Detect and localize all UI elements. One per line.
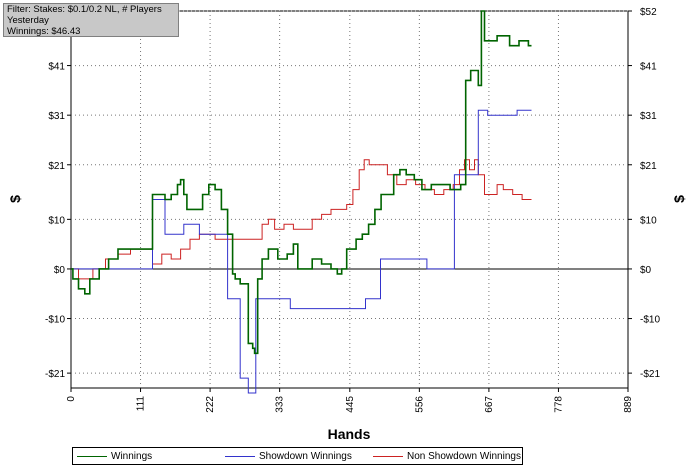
- y-tick-label-left: -$21: [45, 369, 65, 380]
- legend: Winnings Showdown Winnings Non Showdown …: [72, 447, 523, 465]
- x-tick-label: 667: [484, 396, 495, 413]
- y-tick-label-right: $41: [640, 62, 657, 73]
- y-tick-label-right: $10: [640, 215, 657, 226]
- series-line-winnings: [71, 10, 532, 355]
- filter-winnings-total: Winnings: $46.43: [7, 26, 81, 37]
- y-tick-label-right: $21: [640, 161, 657, 172]
- legend-label-non-showdown: Non Showdown Winnings: [407, 451, 521, 462]
- x-tick-label: 889: [623, 396, 634, 413]
- y-tick-label-left: $10: [48, 215, 65, 226]
- y-axis-title-right: $: [671, 195, 687, 203]
- legend-item-winnings: Winnings: [77, 449, 152, 464]
- x-tick-label: 778: [553, 396, 564, 413]
- series-line-showdown-winnings: [71, 109, 532, 394]
- y-tick-label-right: $31: [640, 111, 657, 122]
- x-tick-label: 111: [136, 396, 147, 412]
- x-tick-label: 333: [275, 396, 286, 413]
- legend-swatch-showdown: [225, 456, 255, 457]
- y-tick-label-left: $41: [48, 62, 65, 73]
- ticks: 0 111 222 333 445 556 667 778 889 -$21 -$21 -$10 -$1…: [45, 7, 660, 413]
- series-layer: [71, 10, 532, 394]
- legend-label-winnings: Winnings: [111, 451, 153, 462]
- filter-info-box: Filter: Stakes: $0.1/0.2 NL, # Players Y…: [3, 3, 179, 37]
- y-axis-title-left: $: [7, 195, 23, 203]
- legend-swatch-non-showdown: [373, 456, 403, 457]
- legend-item-non-showdown: Non Showdown Winnings: [373, 449, 521, 464]
- grid: [71, 10, 628, 388]
- x-axis-title: Hands: [328, 426, 371, 442]
- y-tick-label-left: -$10: [45, 315, 65, 326]
- y-tick-label-left: $21: [48, 161, 65, 172]
- filter-period: Yesterday: [7, 15, 49, 26]
- y-tick-label-left: $31: [48, 111, 65, 122]
- x-tick-label: 445: [345, 396, 356, 413]
- x-tick-label: 222: [205, 396, 216, 413]
- y-tick-label-left: $0: [54, 265, 66, 276]
- y-tick-label-right: $0: [640, 265, 652, 276]
- y-tick-label-right: $52: [640, 7, 657, 18]
- y-tick-label-right: -$21: [640, 369, 660, 380]
- series-line-non-showdown-winnings: [71, 159, 532, 280]
- filter-line: Filter: Stakes: $0.1/0.2 NL, # Players: [7, 4, 162, 15]
- legend-item-showdown: Showdown Winnings: [225, 449, 352, 464]
- legend-swatch-winnings: [77, 456, 107, 457]
- x-tick-label: 556: [414, 396, 425, 413]
- y-tick-label-right: -$10: [640, 315, 660, 326]
- x-tick-label: 0: [66, 396, 77, 402]
- legend-label-showdown: Showdown Winnings: [259, 451, 352, 462]
